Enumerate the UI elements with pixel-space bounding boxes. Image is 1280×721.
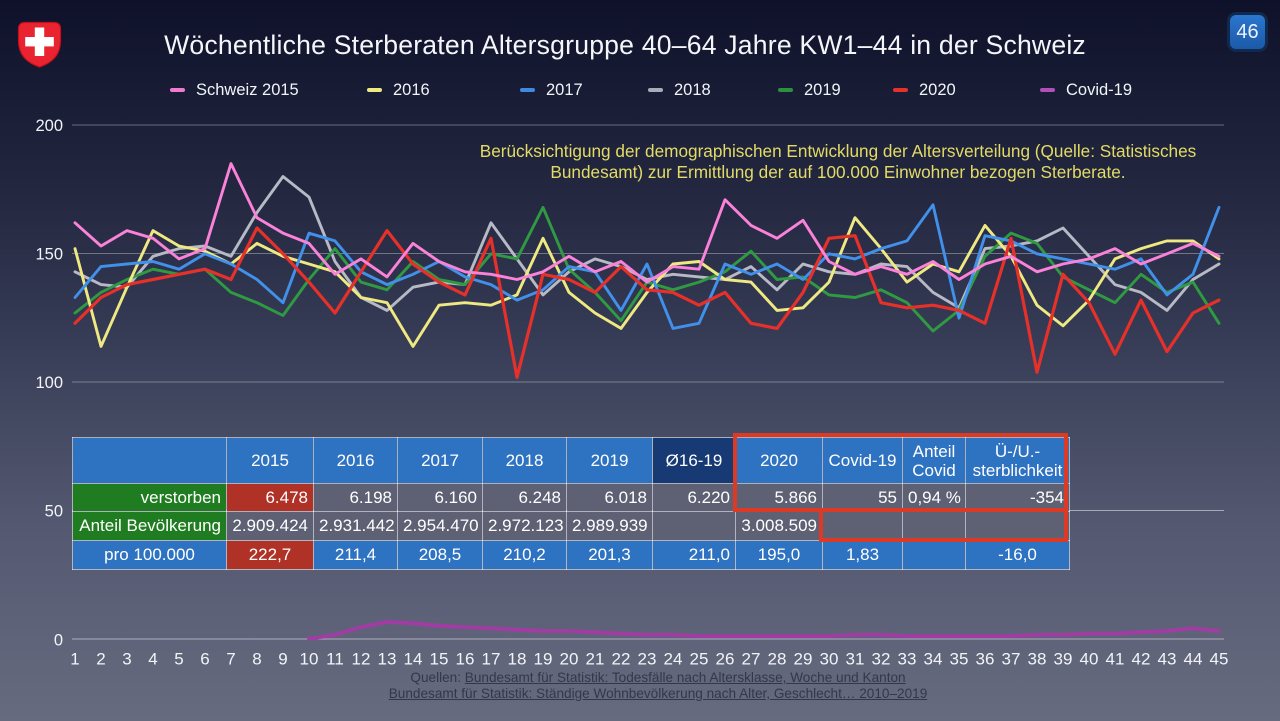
svg-text:29: 29	[794, 650, 813, 669]
svg-text:3: 3	[122, 650, 131, 669]
svg-text:5: 5	[174, 650, 183, 669]
svg-text:38: 38	[1028, 650, 1047, 669]
svg-text:10: 10	[300, 650, 319, 669]
svg-text:28: 28	[768, 650, 787, 669]
svg-text:8: 8	[252, 650, 261, 669]
svg-text:9: 9	[278, 650, 287, 669]
svg-text:43: 43	[1158, 650, 1177, 669]
svg-text:11: 11	[326, 650, 344, 669]
svg-text:35: 35	[950, 650, 969, 669]
svg-text:2: 2	[96, 650, 105, 669]
svg-text:20: 20	[560, 650, 579, 669]
svg-text:50: 50	[45, 503, 63, 521]
svg-text:22: 22	[612, 650, 631, 669]
svg-text:1: 1	[70, 650, 79, 669]
svg-text:25: 25	[690, 650, 709, 669]
svg-text:19: 19	[534, 650, 553, 669]
svg-text:17: 17	[482, 650, 501, 669]
svg-text:42: 42	[1132, 650, 1151, 669]
svg-text:33: 33	[898, 650, 917, 669]
svg-text:100: 100	[35, 374, 63, 392]
svg-text:0: 0	[54, 632, 63, 650]
svg-text:150: 150	[35, 246, 63, 264]
svg-text:30: 30	[820, 650, 839, 669]
svg-text:39: 39	[1054, 650, 1073, 669]
svg-text:40: 40	[1080, 650, 1099, 669]
svg-text:31: 31	[846, 650, 865, 669]
svg-text:12: 12	[352, 650, 371, 669]
svg-text:15: 15	[430, 650, 449, 669]
svg-text:34: 34	[924, 650, 943, 669]
svg-text:45: 45	[1210, 650, 1229, 669]
svg-text:13: 13	[378, 650, 397, 669]
svg-text:21: 21	[586, 650, 605, 669]
svg-text:200: 200	[35, 117, 63, 135]
svg-text:44: 44	[1184, 650, 1203, 669]
svg-text:7: 7	[226, 650, 235, 669]
svg-text:27: 27	[742, 650, 761, 669]
svg-text:4: 4	[148, 650, 157, 669]
svg-text:36: 36	[976, 650, 995, 669]
svg-text:24: 24	[664, 650, 683, 669]
svg-text:32: 32	[872, 650, 891, 669]
svg-text:41: 41	[1106, 650, 1125, 669]
svg-text:23: 23	[638, 650, 657, 669]
svg-text:18: 18	[508, 650, 527, 669]
svg-text:6: 6	[200, 650, 209, 669]
svg-text:26: 26	[716, 650, 735, 669]
svg-text:14: 14	[404, 650, 423, 669]
svg-text:16: 16	[456, 650, 475, 669]
svg-text:37: 37	[1002, 650, 1021, 669]
